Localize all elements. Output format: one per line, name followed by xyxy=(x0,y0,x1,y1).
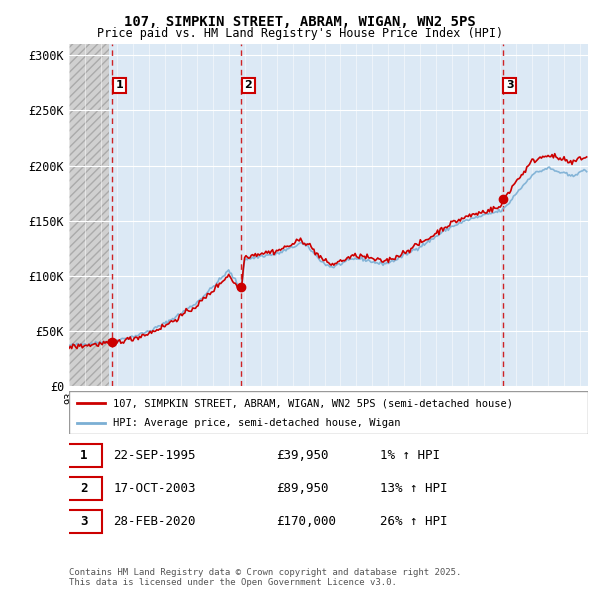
Text: 1% ↑ HPI: 1% ↑ HPI xyxy=(380,448,440,462)
Text: 2: 2 xyxy=(245,80,252,90)
Text: 26% ↑ HPI: 26% ↑ HPI xyxy=(380,514,448,528)
Text: 3: 3 xyxy=(80,514,88,528)
Text: Contains HM Land Registry data © Crown copyright and database right 2025.
This d: Contains HM Land Registry data © Crown c… xyxy=(69,568,461,587)
Text: 22-SEP-1995: 22-SEP-1995 xyxy=(113,448,196,462)
Text: £39,950: £39,950 xyxy=(277,448,329,462)
Text: HPI: Average price, semi-detached house, Wigan: HPI: Average price, semi-detached house,… xyxy=(113,418,401,428)
Bar xyxy=(69,44,109,386)
Text: 107, SIMPKIN STREET, ABRAM, WIGAN, WN2 5PS (semi-detached house): 107, SIMPKIN STREET, ABRAM, WIGAN, WN2 5… xyxy=(113,398,513,408)
Text: £170,000: £170,000 xyxy=(277,514,337,528)
FancyBboxPatch shape xyxy=(67,477,101,500)
FancyBboxPatch shape xyxy=(67,510,101,533)
Text: 2: 2 xyxy=(80,481,88,495)
Text: 1: 1 xyxy=(116,80,124,90)
Text: 107, SIMPKIN STREET, ABRAM, WIGAN, WN2 5PS: 107, SIMPKIN STREET, ABRAM, WIGAN, WN2 5… xyxy=(124,15,476,29)
Text: £89,950: £89,950 xyxy=(277,481,329,495)
Text: 28-FEB-2020: 28-FEB-2020 xyxy=(113,514,196,528)
FancyBboxPatch shape xyxy=(67,444,101,467)
Text: Price paid vs. HM Land Registry's House Price Index (HPI): Price paid vs. HM Land Registry's House … xyxy=(97,27,503,40)
Text: 17-OCT-2003: 17-OCT-2003 xyxy=(113,481,196,495)
Bar xyxy=(69,44,109,386)
Text: 1: 1 xyxy=(80,448,88,462)
Text: 13% ↑ HPI: 13% ↑ HPI xyxy=(380,481,448,495)
Text: 3: 3 xyxy=(506,80,514,90)
